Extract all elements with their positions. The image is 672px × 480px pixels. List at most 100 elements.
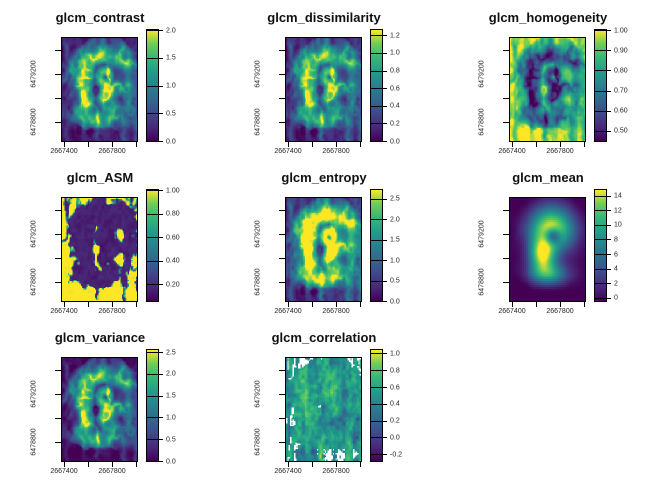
colorbar: [370, 29, 383, 142]
y-axis-tick: [279, 210, 285, 211]
colorbar-tick: [594, 130, 611, 132]
plot-title: glcm_variance: [54, 330, 146, 345]
colorbar-tick-label: 0.6: [390, 384, 400, 391]
colorbar-tick-label: 0.0: [390, 298, 400, 305]
colorbar-tick-label: 6: [614, 251, 618, 259]
x-tick-label: 2667400: [274, 308, 302, 315]
subplot-correlation: glcm_correlation 2667400 2667800 6479200 647…: [224, 320, 448, 480]
colorbar-tick: [370, 437, 387, 439]
x-axis-tick: [288, 462, 289, 467]
y-axis-tick: [503, 50, 509, 51]
colorbar-tick-label: 0.4: [390, 400, 400, 408]
colorbar-tick: [370, 198, 387, 200]
y-axis-tick: [279, 74, 285, 75]
x-axis-tick: [312, 142, 313, 147]
y-axis-tick: [55, 74, 61, 75]
colorbar-tick-label: 1.0: [390, 350, 400, 358]
colorbar-tick: [370, 70, 387, 72]
colorbar-tick-label: 0.40: [166, 257, 180, 265]
colorbar-tick: [370, 52, 387, 54]
y-tick-label: 6479200: [30, 380, 38, 408]
y-axis-tick: [55, 210, 61, 211]
colorbar-tick-label: 1.2: [390, 32, 400, 40]
colorbar-tick-label: 2.5: [166, 349, 176, 357]
colorbar-tick-label: 0.0: [166, 138, 176, 145]
x-axis-tick: [312, 302, 313, 307]
y-axis-tick: [55, 50, 61, 51]
raster-frame: [285, 37, 362, 142]
colorbar-tick-label: 1.0: [390, 257, 400, 265]
colorbar-tick-label: 0.0: [390, 434, 400, 442]
raster-image-contrast: [62, 38, 137, 141]
colorbar-tick-label: 0.2: [390, 120, 400, 128]
colorbar-tick: [594, 239, 611, 241]
y-axis-tick: [279, 50, 285, 51]
colorbar-tick: [370, 280, 387, 282]
colorbar-tick: [594, 210, 611, 212]
y-axis-tick: [55, 234, 61, 235]
colorbar-tick-label: 12: [614, 207, 622, 215]
colorbar-tick-label: 1.00: [614, 27, 628, 34]
colorbar-tick-label: 0.60: [166, 234, 180, 242]
colorbar-tick-label: 2.0: [390, 216, 400, 224]
colorbar-tick-label: -0.2: [390, 451, 403, 459]
colorbar-tick: [594, 283, 611, 285]
colorbar-tick-label: 1.0: [390, 49, 400, 57]
x-tick-label: 2667400: [274, 468, 302, 475]
colorbar-tick: [146, 57, 163, 59]
colorbar-tick-label: 14: [614, 192, 622, 200]
y-axis-tick: [279, 370, 285, 371]
colorbar-tick-label: 0.4: [390, 102, 400, 110]
colorbar-tick-label: 4: [614, 265, 618, 273]
colorbar-tick-label: 0.80: [614, 67, 628, 75]
y-tick-label: 6479200: [30, 60, 38, 88]
x-tick-label: 2667400: [50, 308, 78, 315]
x-tick-label: 2667400: [50, 468, 78, 475]
x-axis-tick: [360, 142, 361, 147]
x-axis-tick: [88, 302, 89, 307]
colorbar-tick: [146, 395, 163, 397]
colorbar-tick-label: 0.0: [390, 138, 400, 145]
y-axis-tick: [55, 394, 61, 395]
colorbar-tick: [594, 90, 611, 92]
x-axis-tick: [64, 142, 65, 147]
colorbar-tick: [370, 387, 387, 388]
x-axis-tick: [512, 302, 513, 307]
x-tick-label: 2667800: [322, 148, 350, 155]
x-axis-tick: [112, 302, 113, 307]
colorbar-tick: [370, 105, 387, 107]
colorbar: [594, 29, 607, 142]
colorbar-tick: [146, 213, 163, 215]
x-axis-tick: [136, 142, 137, 147]
raster-frame: [509, 197, 586, 302]
y-tick-label: 6479200: [478, 220, 486, 248]
x-tick-label: 2667400: [498, 148, 526, 155]
colorbar-tick: [370, 35, 387, 37]
colorbar-tick: [370, 141, 387, 142]
subplot-dissimilarity: glcm_dissimilarity 2667400 2667800 6479200 6…: [224, 0, 448, 160]
colorbar-tick-label: 10: [614, 221, 622, 229]
colorbar-tick: [594, 195, 611, 197]
colorbar-tick: [370, 219, 387, 221]
y-axis-tick: [279, 394, 285, 395]
y-axis-tick: [55, 442, 61, 443]
colorbar-tick-label: 0.20: [166, 281, 180, 289]
colorbar-tick-label: 2: [614, 280, 618, 288]
x-axis-tick: [88, 142, 89, 147]
colorbar-tick: [370, 123, 387, 125]
y-tick-label: 6478800: [30, 108, 38, 136]
y-axis-tick: [55, 122, 61, 123]
y-axis-tick: [503, 234, 509, 235]
colorbar-tick-label: 0.2: [390, 417, 400, 425]
y-tick-label: 6478800: [254, 108, 262, 136]
raster-frame: [61, 197, 138, 302]
colorbar-tick-label: 0: [614, 294, 618, 302]
subplot-variance: glcm_variance 2667400 2667800 6479200 647880…: [0, 320, 224, 480]
colorbar-tick: [594, 110, 611, 112]
y-tick-label: 6478800: [478, 108, 486, 136]
plot-title: glcm_dissimilarity: [267, 10, 381, 25]
x-axis-tick: [312, 462, 313, 467]
colorbar-tick-label: 0.5: [166, 110, 176, 118]
y-tick-label: 6478800: [254, 428, 262, 456]
